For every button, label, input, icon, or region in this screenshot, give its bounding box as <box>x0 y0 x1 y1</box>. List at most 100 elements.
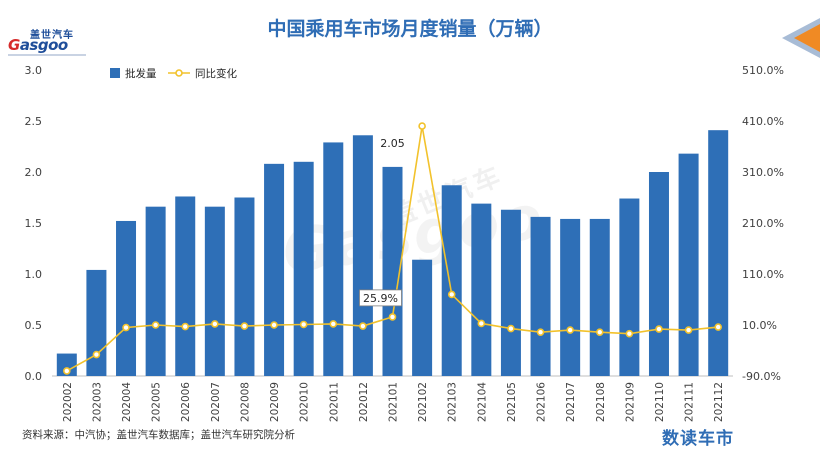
x-tick-label: 202103 <box>447 382 459 422</box>
bar <box>175 196 196 376</box>
x-tick-label: 202004 <box>121 382 133 422</box>
x-tick-label: 202111 <box>684 382 696 422</box>
bar <box>412 259 433 376</box>
bar <box>56 353 77 376</box>
legend-line-marker <box>175 69 183 77</box>
line-point <box>299 320 308 329</box>
line-point <box>477 319 486 328</box>
x-tick-label: 202008 <box>239 382 251 422</box>
right-tick-label: -90.0% <box>742 370 781 383</box>
logo-en-prefix: G <box>8 36 20 54</box>
line-point <box>388 313 397 321</box>
x-tick-label: 202112 <box>713 382 725 422</box>
right-tick-label: 10.0% <box>742 319 777 332</box>
bar <box>589 218 610 376</box>
x-tick-label: 202007 <box>210 382 222 422</box>
bar <box>619 198 640 376</box>
bar <box>500 209 521 376</box>
line-point <box>507 324 515 333</box>
line-point <box>359 322 367 330</box>
x-tick-label: 202101 <box>388 382 400 422</box>
gasgoo-logo: 盖世汽车 Gasgoo <box>8 26 88 56</box>
source-note: 资料来源：中汽协；盖世汽车数据库；盖世汽车研究院分析 <box>22 429 295 441</box>
bar <box>560 218 581 376</box>
legend-bar-swatch <box>110 68 120 78</box>
left-tick-label: 2.5 <box>25 115 43 128</box>
bar <box>471 203 492 376</box>
x-tick-label: 202110 <box>654 382 666 422</box>
line-point <box>625 329 634 338</box>
bar <box>323 142 344 376</box>
bar <box>530 216 551 376</box>
line-point <box>536 328 545 336</box>
logo-en-rest: asgoo <box>19 36 68 54</box>
right-tick-label: 210.0% <box>742 217 784 230</box>
x-tick-label: 202102 <box>417 382 429 422</box>
bar-data-label: 2.05 <box>380 137 405 150</box>
x-tick-label: 202010 <box>299 382 311 422</box>
left-tick-label: 3.0 <box>25 64 43 77</box>
line-point <box>418 122 426 130</box>
x-tick-label: 202108 <box>595 382 607 422</box>
bar <box>264 163 285 376</box>
bar <box>382 166 403 376</box>
bar <box>441 185 462 376</box>
bar <box>708 130 729 376</box>
line-label-box <box>359 289 402 307</box>
bar <box>204 206 225 376</box>
x-tick-label: 202003 <box>91 382 103 422</box>
x-tick-label: 202005 <box>151 382 163 422</box>
bar <box>293 161 314 376</box>
bar <box>678 153 699 376</box>
x-tick-label: 202006 <box>180 382 192 422</box>
logo-underline <box>8 54 86 56</box>
x-tick-label: 202107 <box>565 382 577 422</box>
line-point <box>151 321 160 329</box>
x-tick-label: 202105 <box>506 382 518 422</box>
x-tick-label: 202109 <box>624 382 636 422</box>
corner-arrow-icon <box>782 18 820 58</box>
x-tick-label: 202011 <box>328 382 340 422</box>
line-point <box>92 350 101 359</box>
line-point <box>566 326 574 334</box>
right-tick-label: 510.0% <box>742 64 784 77</box>
x-tick-label: 202009 <box>269 382 281 422</box>
right-tick-label: 310.0% <box>742 166 784 179</box>
line-data-label: 25.9% <box>363 292 398 305</box>
line-point <box>714 323 722 331</box>
left-tick-label: 1.0 <box>25 268 43 281</box>
left-tick-label: 2.0 <box>25 166 43 179</box>
logo-cn-text: 盖世汽车 <box>30 30 74 41</box>
line-point <box>270 321 278 329</box>
right-tick-label: 110.0% <box>742 268 784 281</box>
bar <box>145 206 166 376</box>
brand-mark: 数读车市 <box>662 429 734 449</box>
logo-en-text: Gasgoo <box>8 36 68 54</box>
bar <box>352 135 373 376</box>
line-point <box>63 367 71 375</box>
legend-bar-label: 批发量 <box>125 67 157 80</box>
header-band <box>0 0 820 58</box>
x-tick-label: 202012 <box>358 382 370 422</box>
line-point <box>122 323 130 332</box>
line-point <box>595 328 604 336</box>
left-tick-label: 0.5 <box>25 319 43 332</box>
right-tick-label: 410.0% <box>742 115 784 128</box>
line-point <box>211 320 219 328</box>
line-point <box>240 322 249 330</box>
bar <box>648 172 669 376</box>
line-point <box>447 290 456 299</box>
x-tick-label: 202106 <box>536 382 548 422</box>
line-point <box>181 322 190 331</box>
line-point <box>329 320 338 328</box>
chart-title: 中国乘用车市场月度销量（万辆） <box>267 18 553 40</box>
x-tick-label: 202104 <box>476 382 488 422</box>
legend-line-label: 同比变化 <box>195 67 237 80</box>
left-tick-label: 0.0 <box>25 370 43 383</box>
x-tick-label: 202002 <box>62 382 74 422</box>
left-tick-label: 1.5 <box>25 217 43 230</box>
bar <box>234 197 255 376</box>
line-point <box>655 325 663 333</box>
bar <box>116 220 137 376</box>
